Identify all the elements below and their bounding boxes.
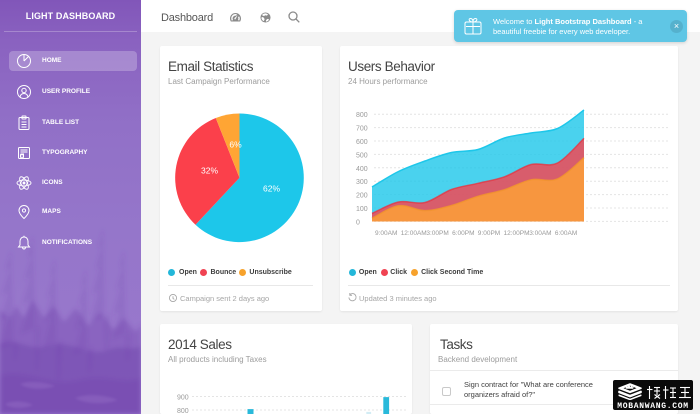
svg-text:9:00PM: 9:00PM <box>478 230 500 237</box>
svg-text:12:00AM: 12:00AM <box>401 230 427 237</box>
svg-text:800: 800 <box>356 112 368 119</box>
svg-text:12:00PM: 12:00PM <box>504 230 530 237</box>
svg-text:6:00AM: 6:00AM <box>555 230 577 237</box>
svg-text:300: 300 <box>356 179 368 186</box>
svg-text:6:00PM: 6:00PM <box>452 230 474 237</box>
svg-text:700: 700 <box>356 126 368 133</box>
svg-text:32%: 32% <box>201 166 218 176</box>
svg-text:9:00AM: 9:00AM <box>375 230 397 237</box>
svg-text:0: 0 <box>356 219 360 226</box>
svg-text:200: 200 <box>356 193 368 200</box>
svg-text:400: 400 <box>356 166 368 173</box>
svg-text:6%: 6% <box>229 140 242 150</box>
svg-text:600: 600 <box>356 139 368 146</box>
svg-text:3:00PM: 3:00PM <box>426 230 448 237</box>
svg-text:500: 500 <box>356 152 368 159</box>
svg-text:900: 900 <box>177 395 189 402</box>
svg-text:62%: 62% <box>263 184 280 194</box>
svg-text:3:00AM: 3:00AM <box>529 230 551 237</box>
svg-text:800: 800 <box>177 408 189 414</box>
svg-text:100: 100 <box>356 206 368 213</box>
